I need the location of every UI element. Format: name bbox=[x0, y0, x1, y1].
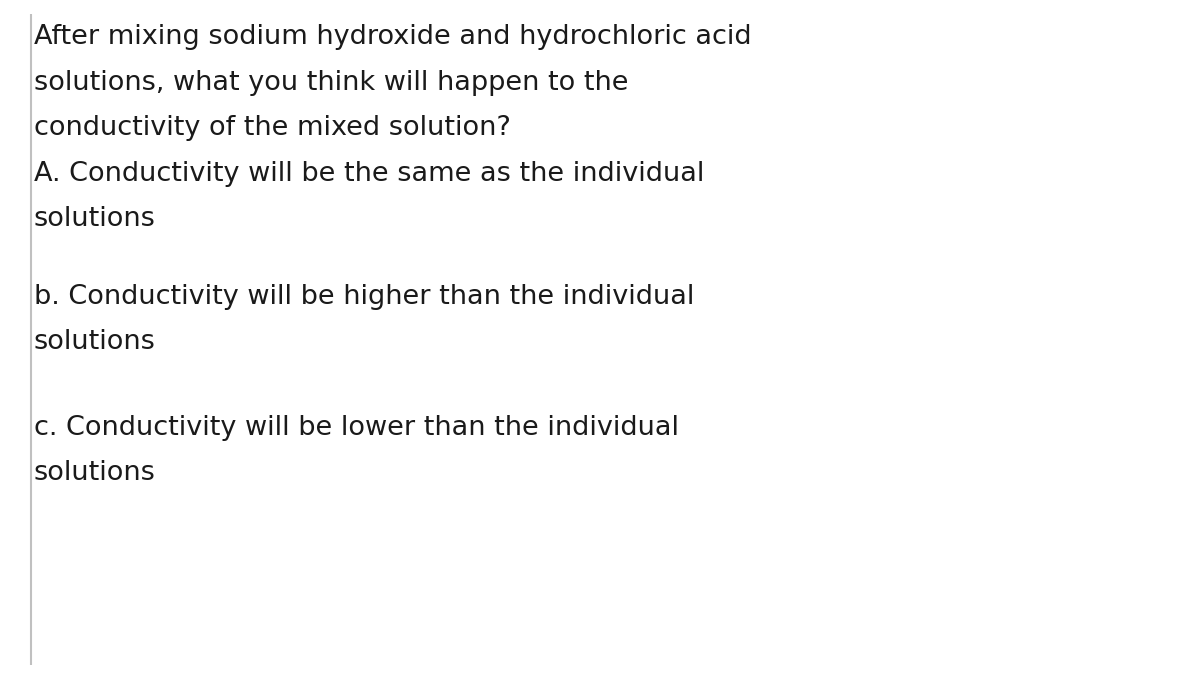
Text: After mixing sodium hydroxide and hydrochloric acid: After mixing sodium hydroxide and hydroc… bbox=[34, 24, 751, 50]
Text: b. Conductivity will be higher than the individual: b. Conductivity will be higher than the … bbox=[34, 284, 694, 310]
Text: solutions, what you think will happen to the: solutions, what you think will happen to… bbox=[34, 70, 628, 96]
Text: A. Conductivity will be the same as the individual: A. Conductivity will be the same as the … bbox=[34, 161, 704, 187]
Text: solutions: solutions bbox=[34, 460, 156, 486]
Text: solutions: solutions bbox=[34, 329, 156, 355]
Text: c. Conductivity will be lower than the individual: c. Conductivity will be lower than the i… bbox=[34, 415, 679, 441]
Text: solutions: solutions bbox=[34, 206, 156, 232]
Text: conductivity of the mixed solution?: conductivity of the mixed solution? bbox=[34, 115, 510, 141]
